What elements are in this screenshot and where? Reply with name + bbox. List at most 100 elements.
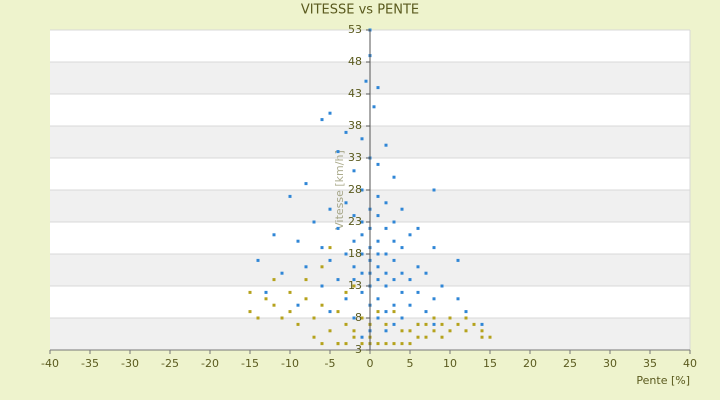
y-tick-label: 38 [348, 119, 362, 132]
point [448, 329, 452, 333]
point [384, 143, 388, 147]
point [360, 271, 364, 275]
point [336, 150, 340, 154]
point [416, 335, 420, 339]
x-tick-label: 25 [563, 357, 577, 370]
point [352, 169, 356, 173]
point [328, 207, 332, 211]
point [360, 335, 364, 339]
y-tick-label: 33 [348, 151, 362, 164]
point [472, 322, 476, 326]
x-tick-label: 0 [367, 357, 374, 370]
point [376, 278, 380, 282]
point [400, 316, 404, 320]
x-tick-label: -35 [81, 357, 99, 370]
point [336, 342, 340, 346]
point [320, 342, 324, 346]
point [296, 322, 300, 326]
point [312, 220, 316, 224]
y-tick-label: 23 [348, 215, 362, 228]
point [280, 271, 284, 275]
y-tick-label: 28 [348, 183, 362, 196]
point [336, 310, 340, 314]
point [384, 342, 388, 346]
point [488, 335, 492, 339]
point [376, 214, 380, 218]
point [464, 316, 468, 320]
y-tick-label: 8 [355, 311, 362, 324]
point [376, 342, 380, 346]
point [424, 335, 428, 339]
point [288, 310, 292, 314]
y-tick-label: 43 [348, 87, 362, 100]
point [480, 335, 484, 339]
point [392, 303, 396, 307]
point [392, 310, 396, 314]
point [352, 335, 356, 339]
point [296, 303, 300, 307]
point [376, 316, 380, 320]
x-tick-label: -40 [41, 357, 59, 370]
point [384, 201, 388, 205]
point [440, 322, 444, 326]
point [264, 290, 268, 294]
point [328, 310, 332, 314]
point [328, 329, 332, 333]
point [432, 329, 436, 333]
point [320, 265, 324, 269]
point [384, 271, 388, 275]
point [384, 310, 388, 314]
point [392, 322, 396, 326]
point [352, 239, 356, 243]
point [400, 290, 404, 294]
point [392, 258, 396, 262]
point [344, 297, 348, 301]
point [320, 118, 324, 122]
point [392, 220, 396, 224]
point [304, 265, 308, 269]
point [400, 271, 404, 275]
point [364, 79, 368, 83]
point [344, 252, 348, 256]
point [344, 290, 348, 294]
point [256, 316, 260, 320]
point [408, 329, 412, 333]
point [376, 297, 380, 301]
point [360, 290, 364, 294]
point [344, 201, 348, 205]
point [456, 258, 460, 262]
x-tick-label: 20 [523, 357, 537, 370]
y-tick-label: 18 [348, 247, 362, 260]
point [448, 316, 452, 320]
point [464, 329, 468, 333]
y-tick-label: 13 [348, 279, 362, 292]
point [480, 329, 484, 333]
point [304, 297, 308, 301]
point [376, 86, 380, 90]
point [432, 316, 436, 320]
point [432, 246, 436, 250]
point [312, 335, 316, 339]
x-tick-label: 30 [603, 357, 617, 370]
point [424, 271, 428, 275]
point [272, 278, 276, 282]
point [304, 182, 308, 186]
point [416, 265, 420, 269]
point [408, 278, 412, 282]
point [320, 246, 324, 250]
point [360, 220, 364, 224]
point [408, 303, 412, 307]
point [432, 297, 436, 301]
point [376, 310, 380, 314]
point [440, 284, 444, 288]
x-tick-label: -20 [201, 357, 219, 370]
point [248, 290, 252, 294]
x-axis-label: Pente [%] [636, 374, 690, 387]
x-tick-label: -10 [281, 357, 299, 370]
point [400, 329, 404, 333]
point [384, 252, 388, 256]
point [304, 278, 308, 282]
point [280, 316, 284, 320]
point [400, 207, 404, 211]
